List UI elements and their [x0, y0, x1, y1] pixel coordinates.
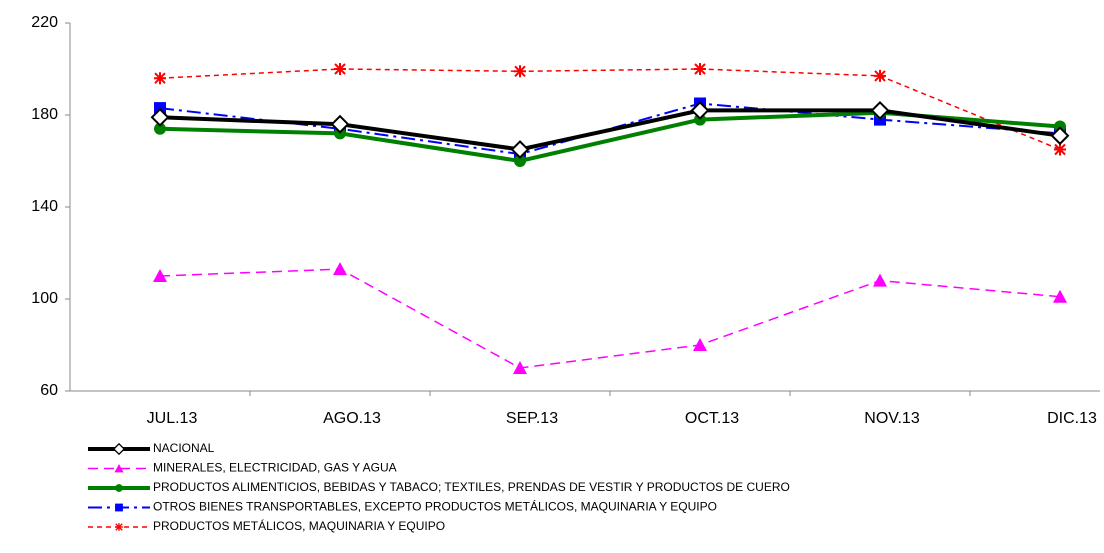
marker [112, 442, 126, 456]
legend-item: OTROS BIENES TRANSPORTABLES, EXCEPTO PRO… [88, 499, 717, 514]
line [159, 68, 1061, 151]
legend-label: PRODUCTOS METÁLICOS, MAQUINARIA Y EQUIPO [153, 518, 445, 533]
marker [510, 140, 530, 159]
series [153, 262, 1067, 374]
x-tick-label: NOV.13 [864, 410, 920, 427]
line [159, 268, 1061, 369]
marker [1050, 126, 1070, 146]
line [159, 110, 1061, 164]
legend-item: MINERALES, ELECTRICIDAD, GAS Y AGUA [88, 461, 397, 475]
y-tick-label: 60 [40, 382, 58, 399]
marker [1053, 289, 1067, 303]
series [150, 100, 1070, 159]
marker [150, 107, 170, 127]
marker [154, 72, 166, 85]
marker [115, 523, 123, 531]
marker [513, 361, 527, 374]
legend-label: OTROS BIENES TRANSPORTABLES, EXCEPTO PRO… [153, 499, 717, 514]
y-tick-label: 100 [31, 290, 58, 307]
series [154, 63, 1066, 156]
marker [115, 503, 123, 512]
legend-item: NACIONAL [88, 441, 215, 455]
marker [514, 155, 526, 167]
x-tick-label: JUL.13 [147, 410, 198, 427]
marker [514, 65, 526, 78]
x-tick-label: SEP.13 [506, 410, 558, 427]
line [159, 102, 1061, 156]
marker [1054, 143, 1066, 156]
legend-item: PRODUCTOS METÁLICOS, MAQUINARIA Y EQUIPO [88, 518, 445, 533]
marker [153, 269, 167, 282]
marker [154, 122, 166, 135]
marker [330, 114, 350, 134]
x-tick-label: AGO.13 [323, 410, 381, 427]
marker [334, 63, 346, 75]
legend-label: MINERALES, ELECTRICIDAD, GAS Y AGUA [153, 461, 397, 475]
marker [694, 63, 706, 75]
marker [693, 338, 707, 351]
marker [874, 69, 886, 82]
marker [114, 463, 124, 473]
legend-label: NACIONAL [153, 441, 215, 455]
legend-item: PRODUCTOS ALIMENTICIOS, BEBIDAS Y TABACO… [88, 480, 790, 494]
marker [333, 262, 347, 276]
legend-label: PRODUCTOS ALIMENTICIOS, BEBIDAS Y TABACO… [153, 480, 790, 494]
marker [115, 484, 123, 492]
marker [873, 273, 887, 287]
x-tick-label: OCT.13 [685, 410, 739, 427]
marker [690, 100, 710, 120]
y-tick-label: 180 [31, 106, 58, 123]
y-tick-label: 220 [31, 14, 58, 31]
line [159, 108, 1061, 152]
marker [870, 100, 890, 120]
y-tick-label: 140 [31, 198, 58, 215]
x-tick-label: DIC.13 [1047, 410, 1097, 427]
